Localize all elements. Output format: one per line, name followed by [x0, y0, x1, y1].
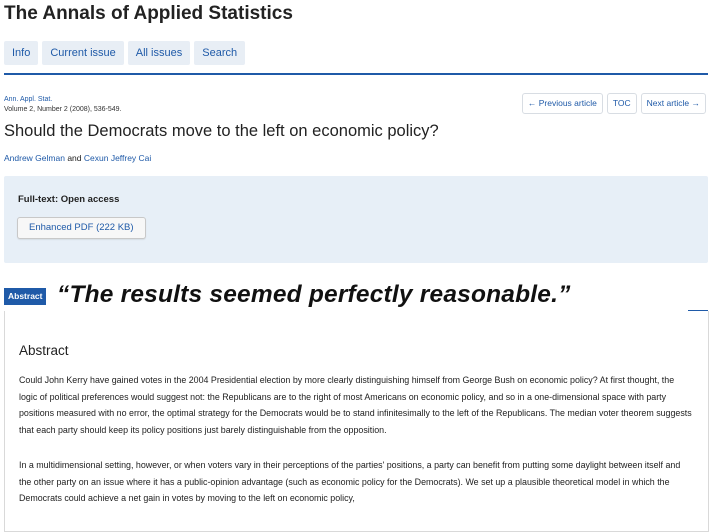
authors-conjunction: and [67, 153, 82, 163]
abstract-tab[interactable]: Abstract [4, 288, 47, 305]
abstract-paragraph-1: Could John Kerry have gained votes in th… [19, 375, 692, 435]
tab-info[interactable]: Info [4, 41, 39, 65]
citation-journal[interactable]: Ann. Appl. Stat. [4, 96, 53, 103]
fulltext-label: Full-text: Open access [18, 194, 120, 205]
citation-volume: Volume 2, Number 2 (2008), 536-549. [4, 106, 122, 113]
journal-nav: Info Current issue All issues Search [4, 41, 246, 65]
nav-divider [4, 73, 708, 75]
article-title: Should the Democrats move to the left on… [4, 122, 439, 140]
tab-search[interactable]: Search [194, 41, 246, 65]
toc-button[interactable]: TOC [606, 93, 637, 114]
authors: Andrew Gelman and Cexun Jeffrey Cai [4, 153, 151, 163]
tab-all-issues[interactable]: All issues [127, 41, 191, 65]
fulltext-panel: Full-text: Open access Enhanced PDF (222… [4, 176, 708, 263]
citation: Ann. Appl. Stat. Volume 2, Number 2 (200… [4, 95, 122, 115]
panel-top-border [688, 310, 708, 311]
author-link-gelman[interactable]: Andrew Gelman [4, 153, 65, 163]
enhanced-pdf-button[interactable]: Enhanced PDF (222 KB) [17, 217, 146, 239]
abstract-heading: Abstract [19, 343, 69, 358]
next-article-button[interactable]: Next article → [640, 93, 706, 114]
tab-current-issue[interactable]: Current issue [42, 41, 124, 65]
overlay-quote: “The results seemed perfectly reasonable… [57, 281, 571, 308]
author-link-cai[interactable]: Cexun Jeffrey Cai [83, 153, 152, 163]
journal-title: The Annals of Applied Statistics [4, 3, 293, 24]
abstract-panel: Abstract Could John Kerry have gained vo… [4, 311, 709, 532]
article-nav: ← Previous article TOC Next article → [521, 93, 706, 114]
abstract-paragraph-2: In a multidimensional setting, however, … [19, 460, 681, 503]
previous-article-button[interactable]: ← Previous article [521, 93, 603, 114]
